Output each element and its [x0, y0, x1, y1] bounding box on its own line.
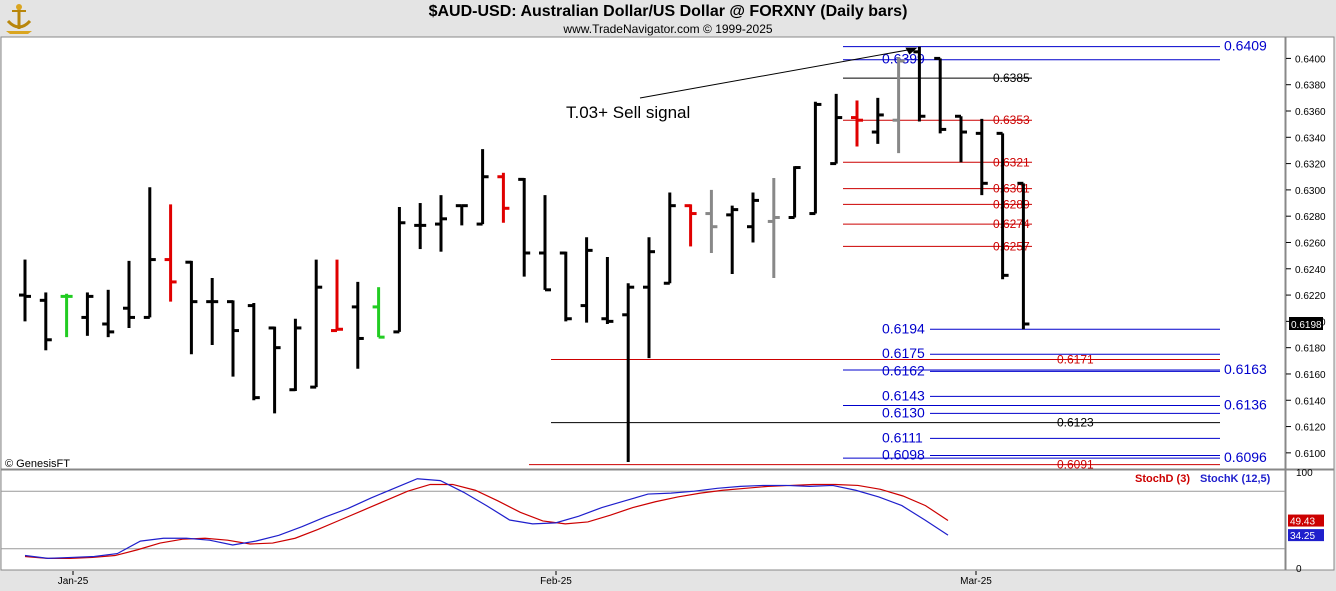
- price-tick-label: 0.6260: [1295, 238, 1326, 249]
- date-tick-label: Feb-25: [540, 576, 572, 587]
- price-tick-label: 0.6360: [1295, 107, 1326, 118]
- level-label: 0.6409: [1224, 38, 1267, 54]
- price-tick-label: 0.6140: [1295, 396, 1326, 407]
- price-tick-label: 0.6120: [1295, 423, 1326, 434]
- date-axis-panel: [1, 571, 1285, 590]
- price-panel: [0, 36, 1286, 470]
- annotation-arrowhead: [905, 47, 918, 55]
- price-tick-label: 0.6100: [1295, 449, 1326, 460]
- price-tick-label: 0.6380: [1295, 81, 1326, 92]
- last-price-box: [1289, 317, 1323, 330]
- price-tick-label: 0.6240: [1295, 265, 1326, 276]
- price-tick-label: 0.6180: [1295, 344, 1326, 355]
- level-label: 0.6098: [882, 446, 925, 462]
- sell-signal-annotation: T.03+ Sell signal: [566, 47, 918, 122]
- chart-subtitle: www.TradeNavigator.com © 1999-2025: [563, 22, 773, 36]
- price-bars: [19, 46, 1030, 463]
- stoch-last-box: [1288, 529, 1324, 542]
- stoch-series-line: [24, 478, 949, 560]
- last-price-label: 0.6198: [1291, 320, 1322, 331]
- legend-stochd: StochD (3): [1135, 473, 1190, 485]
- level-label: 0.6163: [1224, 361, 1267, 377]
- price-tick-label: 0.6320: [1295, 160, 1326, 171]
- level-label: 0.6171: [1057, 353, 1094, 367]
- price-tick-label: 0.6340: [1295, 133, 1326, 144]
- level-label: 0.6091: [1057, 458, 1094, 472]
- stoch-last-box: [1288, 514, 1324, 527]
- stoch-last-label: 49.43: [1290, 517, 1315, 528]
- price-tick-label: 0.6160: [1295, 370, 1326, 381]
- level-label: 0.6123: [1057, 416, 1094, 430]
- annotation-arrow: [639, 48, 916, 99]
- price-tick-label: 0.6400: [1295, 54, 1326, 65]
- level-label: 0.6385: [993, 71, 1030, 85]
- price-tick-label: 0.6300: [1295, 186, 1326, 197]
- chart-header: $AUD-USD: Australian Dollar/US Dollar @ …: [0, 0, 1336, 37]
- date-axis: Jan-25 Feb-25 Mar-25: [58, 571, 992, 587]
- level-lines: 0.64090.63990.63850.63530.63210.63010.62…: [529, 38, 1267, 472]
- level-label: 0.6143: [882, 387, 925, 403]
- level-label: 0.6399: [882, 51, 925, 67]
- price-axis-panel: [1285, 36, 1335, 470]
- level-label: 0.6194: [882, 320, 925, 336]
- date-tick-label: Mar-25: [960, 576, 992, 587]
- level-label: 0.6096: [1224, 449, 1267, 465]
- stochastic-panel: [0, 469, 1286, 571]
- price-tick-label: 0.6280: [1295, 212, 1326, 223]
- price-axis: 0.6400 0.6380 0.6360 0.6340 0.6320 0.6300 0.62…: [1286, 54, 1326, 460]
- level-label: 0.6111: [882, 429, 923, 445]
- level-label: 0.6353: [993, 113, 1030, 127]
- level-label: 0.6130: [882, 404, 925, 420]
- date-tick-label: Jan-25: [58, 576, 89, 587]
- watermark: © GenesisFT: [5, 458, 70, 470]
- trade-navigator-logo-icon: [6, 4, 32, 34]
- stoch-tick-label: 100: [1296, 468, 1313, 479]
- stochastic-lines: 100 0 49.43 34.25: [1, 468, 1324, 575]
- annotation-text: T.03+ Sell signal: [566, 103, 690, 122]
- price-tick-label: 0.6220: [1295, 291, 1326, 302]
- stoch-tick-label: 0: [1296, 564, 1302, 575]
- level-label: 0.6136: [1224, 397, 1267, 413]
- stoch-last-label: 34.25: [1290, 531, 1315, 542]
- level-label: 0.6175: [882, 345, 925, 361]
- chart-title: $AUD-USD: Australian Dollar/US Dollar @ …: [428, 3, 908, 20]
- level-label: 0.6321: [993, 155, 1030, 169]
- legend-stochk: StochK (12,5): [1200, 473, 1271, 485]
